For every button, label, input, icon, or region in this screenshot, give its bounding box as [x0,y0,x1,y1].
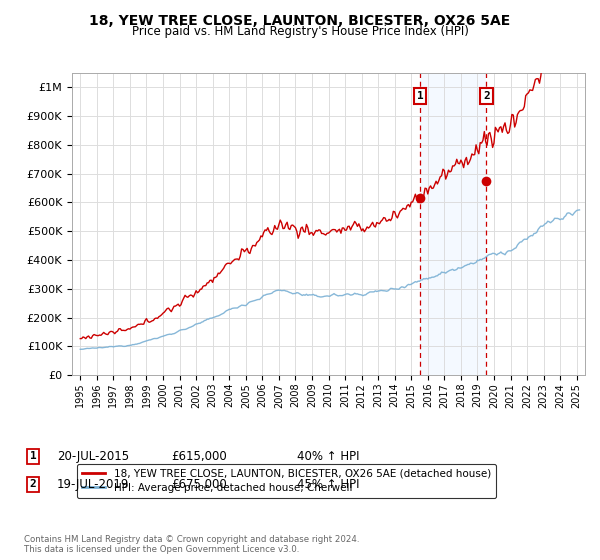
Text: 1: 1 [417,91,424,101]
Text: 2: 2 [483,91,490,101]
Text: 2: 2 [29,479,37,489]
Text: £615,000: £615,000 [171,450,227,463]
Text: 45% ↑ HPI: 45% ↑ HPI [297,478,359,491]
Text: Contains HM Land Registry data © Crown copyright and database right 2024.
This d: Contains HM Land Registry data © Crown c… [24,535,359,554]
Text: 20-JUL-2015: 20-JUL-2015 [57,450,129,463]
Text: 40% ↑ HPI: 40% ↑ HPI [297,450,359,463]
Text: 18, YEW TREE CLOSE, LAUNTON, BICESTER, OX26 5AE: 18, YEW TREE CLOSE, LAUNTON, BICESTER, O… [89,14,511,28]
Bar [420,73,487,375]
Text: £675,000: £675,000 [171,478,227,491]
Text: Price paid vs. HM Land Registry's House Price Index (HPI): Price paid vs. HM Land Registry's House … [131,25,469,38]
Legend: 18, YEW TREE CLOSE, LAUNTON, BICESTER, OX26 5AE (detached house), HPI: Average p: 18, YEW TREE CLOSE, LAUNTON, BICESTER, O… [77,464,496,498]
Text: 1: 1 [29,451,37,461]
Text: 19-JUL-2019: 19-JUL-2019 [57,478,130,491]
